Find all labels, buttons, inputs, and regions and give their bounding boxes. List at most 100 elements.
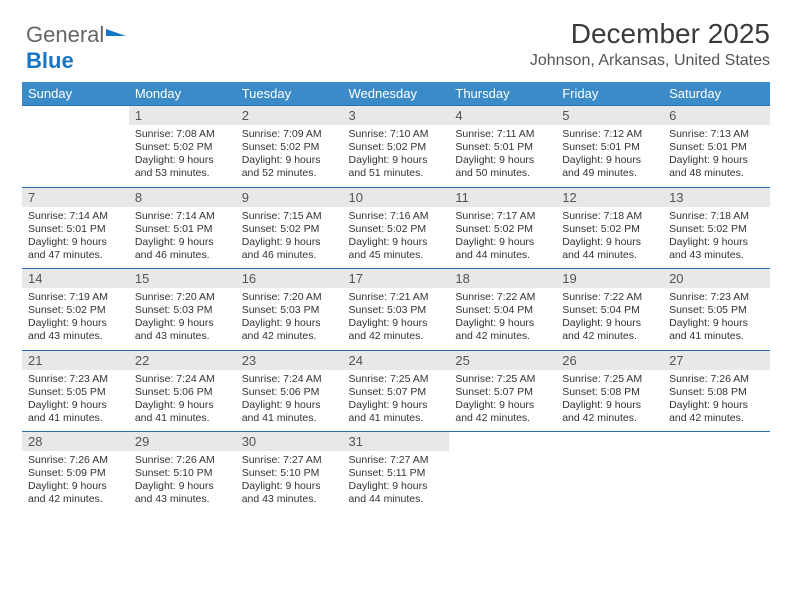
- day-detail-cell: [22, 125, 129, 187]
- day-detail-cell: Sunrise: 7:27 AMSunset: 5:10 PMDaylight:…: [236, 451, 343, 513]
- day-detail-cell: Sunrise: 7:16 AMSunset: 5:02 PMDaylight:…: [343, 207, 450, 269]
- day-d2: and 42 minutes.: [562, 330, 657, 343]
- day-ss: Sunset: 5:02 PM: [349, 141, 444, 154]
- day-sr: Sunrise: 7:25 AM: [562, 373, 657, 386]
- day-d2: and 43 minutes.: [242, 493, 337, 506]
- day-sr: Sunrise: 7:21 AM: [349, 291, 444, 304]
- day-d1: Daylight: 9 hours: [349, 480, 444, 493]
- day-sr: Sunrise: 7:10 AM: [349, 128, 444, 141]
- day-d2: and 44 minutes.: [455, 249, 550, 262]
- day-sr: Sunrise: 7:08 AM: [135, 128, 230, 141]
- day-detail-cell: Sunrise: 7:24 AMSunset: 5:06 PMDaylight:…: [236, 370, 343, 432]
- day-sr: Sunrise: 7:22 AM: [455, 291, 550, 304]
- day-detail-cell: [663, 451, 770, 513]
- day-ss: Sunset: 5:01 PM: [669, 141, 764, 154]
- calendar-body: 123456Sunrise: 7:08 AMSunset: 5:02 PMDay…: [22, 106, 770, 514]
- day-ss: Sunset: 5:08 PM: [562, 386, 657, 399]
- logo-triangle-icon: [106, 29, 126, 36]
- day-detail-cell: Sunrise: 7:15 AMSunset: 5:02 PMDaylight:…: [236, 207, 343, 269]
- day-number-cell: 13: [663, 187, 770, 207]
- day-d2: and 42 minutes.: [455, 412, 550, 425]
- day-d2: and 53 minutes.: [135, 167, 230, 180]
- day-sr: Sunrise: 7:16 AM: [349, 210, 444, 223]
- day-sr: Sunrise: 7:14 AM: [135, 210, 230, 223]
- day-ss: Sunset: 5:03 PM: [135, 304, 230, 317]
- day-d2: and 43 minutes.: [28, 330, 123, 343]
- day-ss: Sunset: 5:05 PM: [28, 386, 123, 399]
- day-ss: Sunset: 5:01 PM: [455, 141, 550, 154]
- header: December 2025 Johnson, Arkansas, United …: [22, 18, 770, 70]
- day-ss: Sunset: 5:01 PM: [562, 141, 657, 154]
- day-ss: Sunset: 5:01 PM: [135, 223, 230, 236]
- day-d2: and 41 minutes.: [28, 412, 123, 425]
- day-number-row: 123456: [22, 106, 770, 126]
- day-d1: Daylight: 9 hours: [242, 399, 337, 412]
- day-ss: Sunset: 5:09 PM: [28, 467, 123, 480]
- day-detail-cell: Sunrise: 7:12 AMSunset: 5:01 PMDaylight:…: [556, 125, 663, 187]
- day-d1: Daylight: 9 hours: [669, 399, 764, 412]
- day-d1: Daylight: 9 hours: [242, 480, 337, 493]
- day-d1: Daylight: 9 hours: [349, 236, 444, 249]
- day-sr: Sunrise: 7:14 AM: [28, 210, 123, 223]
- day-number-cell: 5: [556, 106, 663, 126]
- day-sr: Sunrise: 7:22 AM: [562, 291, 657, 304]
- day-d2: and 41 minutes.: [669, 330, 764, 343]
- day-number-cell: 24: [343, 350, 450, 370]
- day-d1: Daylight: 9 hours: [349, 317, 444, 330]
- day-detail-cell: Sunrise: 7:20 AMSunset: 5:03 PMDaylight:…: [129, 288, 236, 350]
- day-sr: Sunrise: 7:19 AM: [28, 291, 123, 304]
- day-d1: Daylight: 9 hours: [455, 317, 550, 330]
- day-d2: and 43 minutes.: [669, 249, 764, 262]
- location-subtitle: Johnson, Arkansas, United States: [22, 52, 770, 70]
- day-d2: and 48 minutes.: [669, 167, 764, 180]
- day-number-cell: 11: [449, 187, 556, 207]
- day-d1: Daylight: 9 hours: [28, 317, 123, 330]
- day-number-cell: 17: [343, 269, 450, 289]
- day-detail-cell: Sunrise: 7:14 AMSunset: 5:01 PMDaylight:…: [22, 207, 129, 269]
- day-sr: Sunrise: 7:15 AM: [242, 210, 337, 223]
- day-sr: Sunrise: 7:20 AM: [135, 291, 230, 304]
- day-sr: Sunrise: 7:09 AM: [242, 128, 337, 141]
- day-d1: Daylight: 9 hours: [135, 236, 230, 249]
- day-number-cell: 9: [236, 187, 343, 207]
- day-ss: Sunset: 5:10 PM: [135, 467, 230, 480]
- day-sr: Sunrise: 7:18 AM: [562, 210, 657, 223]
- day-ss: Sunset: 5:11 PM: [349, 467, 444, 480]
- day-ss: Sunset: 5:02 PM: [242, 223, 337, 236]
- day-ss: Sunset: 5:05 PM: [669, 304, 764, 317]
- day-sr: Sunrise: 7:27 AM: [349, 454, 444, 467]
- day-number-row: 78910111213: [22, 187, 770, 207]
- day-ss: Sunset: 5:02 PM: [28, 304, 123, 317]
- day-d1: Daylight: 9 hours: [455, 399, 550, 412]
- day-number-cell: 2: [236, 106, 343, 126]
- day-d2: and 42 minutes.: [242, 330, 337, 343]
- day-detail-cell: Sunrise: 7:19 AMSunset: 5:02 PMDaylight:…: [22, 288, 129, 350]
- day-text-row: Sunrise: 7:26 AMSunset: 5:09 PMDaylight:…: [22, 451, 770, 513]
- day-detail-cell: Sunrise: 7:21 AMSunset: 5:03 PMDaylight:…: [343, 288, 450, 350]
- weekday-header: Tuesday: [236, 82, 343, 106]
- day-d2: and 50 minutes.: [455, 167, 550, 180]
- day-number-cell: [663, 432, 770, 452]
- day-ss: Sunset: 5:08 PM: [669, 386, 764, 399]
- day-sr: Sunrise: 7:20 AM: [242, 291, 337, 304]
- day-number-row: 21222324252627: [22, 350, 770, 370]
- day-detail-cell: [556, 451, 663, 513]
- day-sr: Sunrise: 7:25 AM: [455, 373, 550, 386]
- day-ss: Sunset: 5:02 PM: [455, 223, 550, 236]
- day-number-cell: 30: [236, 432, 343, 452]
- day-d2: and 47 minutes.: [28, 249, 123, 262]
- day-detail-cell: Sunrise: 7:13 AMSunset: 5:01 PMDaylight:…: [663, 125, 770, 187]
- day-sr: Sunrise: 7:23 AM: [28, 373, 123, 386]
- day-text-row: Sunrise: 7:08 AM Sunset: 5:02 PM Daylight:…: [22, 125, 770, 187]
- day-d1: Daylight: 9 hours: [669, 154, 764, 167]
- day-d2: and 44 minutes.: [562, 249, 657, 262]
- day-detail-cell: Sunrise: 7:25 AMSunset: 5:07 PMDaylight:…: [449, 370, 556, 432]
- day-number-cell: 6: [663, 106, 770, 126]
- weekday-header: Thursday: [449, 82, 556, 106]
- day-detail-cell: Sunrise: 7:27 AMSunset: 5:11 PMDaylight:…: [343, 451, 450, 513]
- day-number-cell: 22: [129, 350, 236, 370]
- day-d2: and 42 minutes.: [349, 330, 444, 343]
- day-detail-cell: Sunrise: 7:10 AMSunset: 5:02 PMDaylight:…: [343, 125, 450, 187]
- day-detail-cell: [449, 451, 556, 513]
- day-d1: Daylight: 9 hours: [455, 236, 550, 249]
